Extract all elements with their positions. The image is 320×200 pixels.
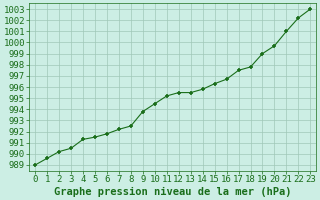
X-axis label: Graphe pression niveau de la mer (hPa): Graphe pression niveau de la mer (hPa) (54, 186, 292, 197)
